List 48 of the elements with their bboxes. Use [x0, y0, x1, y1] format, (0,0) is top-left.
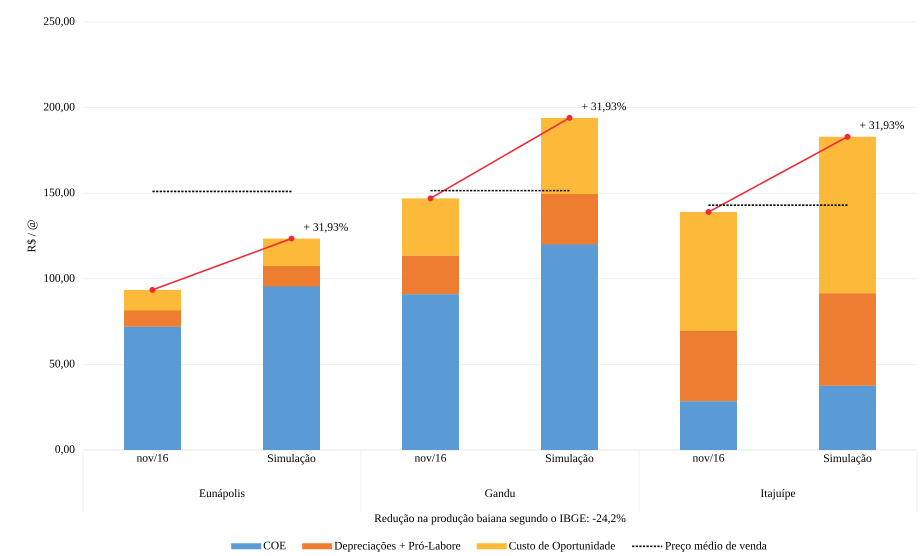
point — [566, 114, 573, 121]
point — [706, 209, 712, 216]
x-tick-label: nov/16 — [692, 454, 724, 462]
bar — [124, 326, 181, 450]
y-tick-label: 50,00 — [50, 360, 75, 370]
legend-label: Depreciações + Pró-Labore — [334, 541, 460, 552]
point — [844, 134, 851, 140]
bar — [124, 290, 181, 310]
bar — [819, 386, 876, 450]
x-tick-label: Simulação — [824, 454, 872, 464]
bar — [263, 266, 320, 287]
y-tick-label: 250,00 — [44, 17, 75, 27]
y-tick-label: 200,00 — [44, 102, 75, 112]
bar — [680, 331, 738, 402]
bar — [263, 286, 320, 450]
x-tick-label: Simulação — [268, 454, 316, 464]
y-tick-label: 150,00 — [44, 188, 75, 198]
bar — [680, 401, 738, 450]
annotation: + 31,93% — [860, 121, 904, 131]
point — [428, 195, 434, 202]
bar — [541, 194, 598, 245]
x-axis-title: Redução na produção baiana segundo o IBGE: -24,2% — [374, 514, 626, 524]
annotation: + 31,93% — [582, 102, 626, 112]
y-tick-label: 0,00 — [55, 445, 75, 455]
bar — [819, 136, 876, 294]
point — [288, 236, 295, 242]
x-tick-label: nov/16 — [136, 454, 168, 462]
legend-label: Preço médio de venda — [665, 541, 767, 552]
bar — [541, 244, 598, 450]
y-tick-label: 100,00 — [44, 274, 75, 284]
bar — [541, 118, 598, 194]
bar — [680, 212, 738, 332]
text: Gandu — [485, 489, 516, 498]
legend-label: COE — [264, 542, 286, 550]
bar — [402, 294, 460, 450]
bar — [402, 256, 460, 294]
annotation: + 31,93% — [304, 223, 348, 233]
text: Itajuípe — [760, 489, 796, 500]
legend-label: Custo de Oportunidade — [509, 541, 615, 552]
x-tick-label: Simulação — [546, 454, 594, 464]
point — [150, 286, 156, 293]
x-tick-label: nov/16 — [414, 454, 446, 462]
bar — [402, 198, 460, 256]
bar — [124, 310, 181, 327]
bar — [819, 293, 876, 386]
y-axis-title: R$ / @ — [26, 220, 38, 252]
bar — [263, 238, 320, 266]
text: Eunápolis — [199, 489, 245, 500]
